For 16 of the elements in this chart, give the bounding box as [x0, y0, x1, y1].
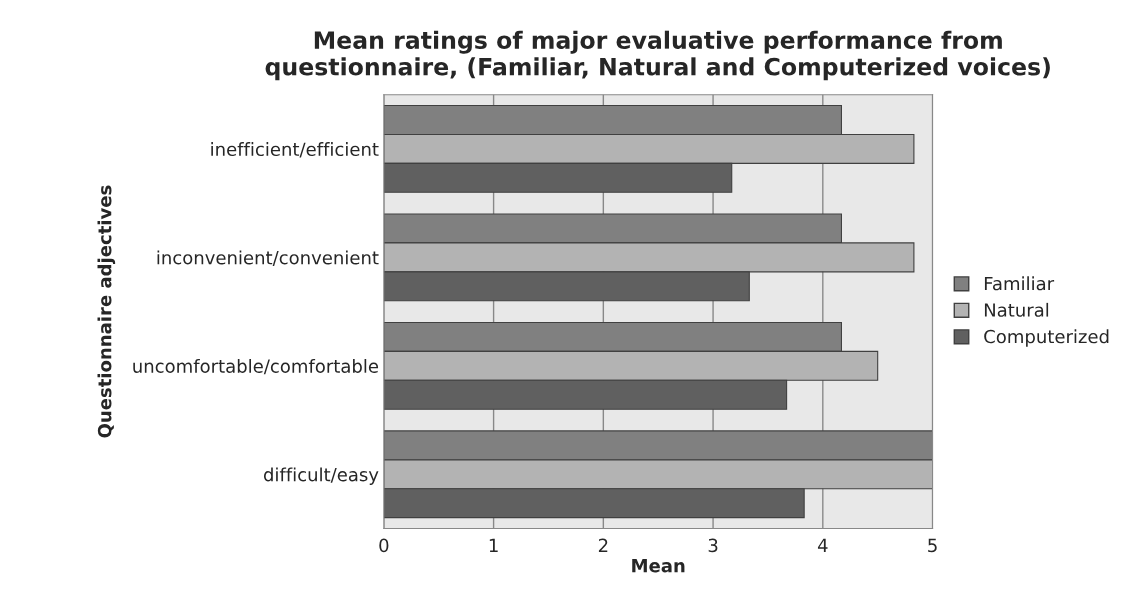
legend-label: Familiar — [984, 276, 1055, 291]
chart-title: Mean ratings of major evaluative performance from questionnaire, (Familiar, Natural and Computerized voices) — [265, 30, 1050, 81]
x-tick-label: 4 — [817, 538, 828, 552]
x-tick-label: 5 — [928, 538, 937, 553]
x-tick-label: 3 — [708, 538, 718, 553]
x-tick-label: 1 — [489, 538, 498, 552]
y-tick-label: difficult/easy — [263, 467, 379, 485]
y-tick-label: inefficient/efficient — [211, 142, 379, 158]
y-axis-title: Questionnaire adjectives — [97, 185, 116, 438]
y-tick-label: uncomfortable/comfortable — [133, 358, 379, 375]
y-tick-label: inconvenient/convenient — [157, 250, 379, 266]
x-tick-label: 0 — [379, 538, 389, 553]
x-tick-label: 2 — [598, 538, 608, 552]
legend-label: Natural — [984, 302, 1049, 317]
legend-label: Computerized — [984, 329, 1109, 347]
x-axis-title: Mean — [632, 559, 685, 573]
